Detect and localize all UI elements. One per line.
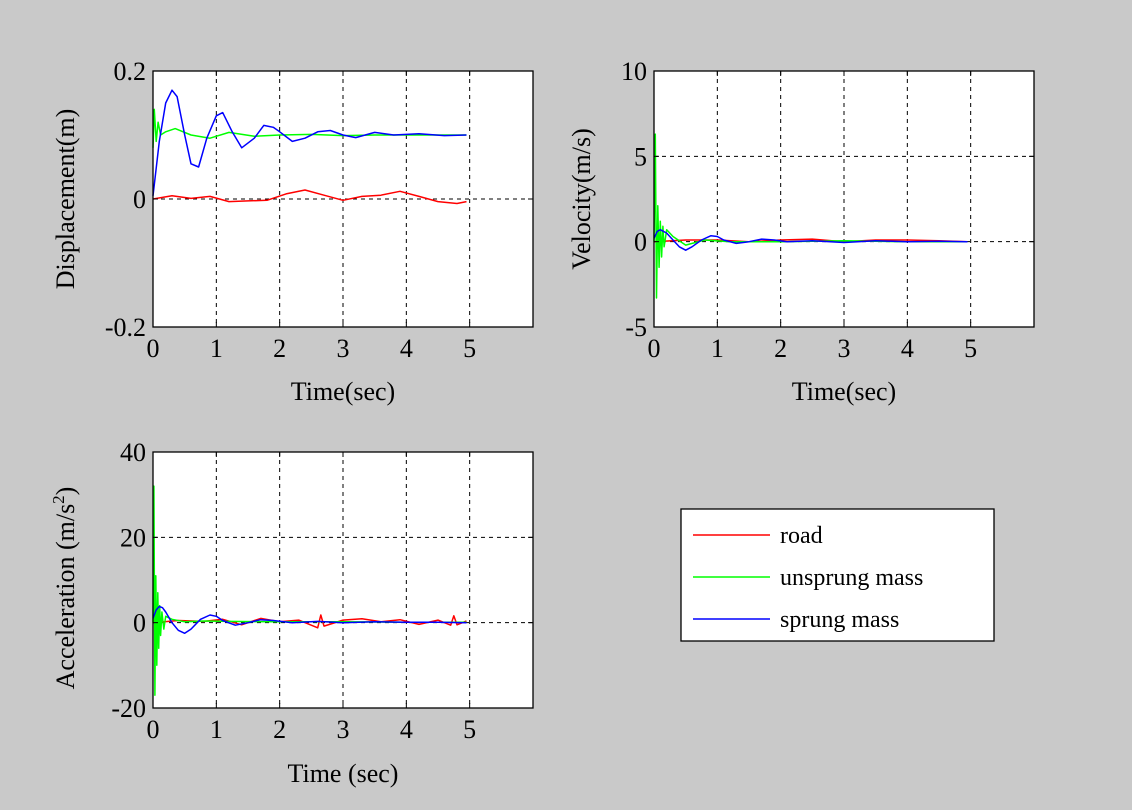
y-tick-label: 0 bbox=[133, 185, 146, 214]
x-tick-label: 5 bbox=[463, 334, 476, 363]
x-tick-label: 2 bbox=[273, 715, 286, 744]
series-lines bbox=[152, 89, 467, 205]
y-tick-label: -5 bbox=[625, 313, 647, 342]
series-sprung-mass bbox=[653, 228, 968, 251]
x-tick-labels: 0 1 2 3 4 5 bbox=[648, 334, 978, 363]
x-tick-labels: 0 1 2 3 4 5 bbox=[147, 715, 477, 744]
x-axis-label: Time(sec) bbox=[792, 377, 896, 406]
x-tick-label: 1 bbox=[711, 334, 724, 363]
x-tick-label: 0 bbox=[147, 715, 160, 744]
grid-lines bbox=[654, 71, 1034, 327]
series-road bbox=[152, 189, 467, 205]
x-axis-label: Time(sec) bbox=[291, 377, 395, 406]
y-tick-label: 40 bbox=[120, 438, 146, 467]
y-tick-labels: -5 0 5 10 bbox=[621, 57, 647, 342]
y-tick-label: -20 bbox=[111, 694, 146, 723]
legend-label-road: road bbox=[780, 523, 823, 549]
y-tick-label: -0.2 bbox=[105, 313, 146, 342]
series-lines bbox=[152, 485, 467, 696]
series-unsprung-mass bbox=[152, 485, 467, 696]
x-tick-label: 1 bbox=[210, 334, 223, 363]
x-tick-label: 4 bbox=[400, 334, 413, 363]
y-axis-label: Displacement(m) bbox=[51, 109, 80, 290]
y-axis-label: Acceleration (m/s2) bbox=[49, 487, 80, 690]
series-sprung-mass bbox=[152, 605, 467, 635]
x-tick-label: 5 bbox=[463, 715, 476, 744]
grid-lines bbox=[153, 452, 533, 708]
x-tick-label: 2 bbox=[273, 334, 286, 363]
y-tick-labels: -20 0 20 40 bbox=[111, 438, 146, 723]
x-tick-labels: 0 1 2 3 4 5 bbox=[147, 334, 477, 363]
x-tick-label: 5 bbox=[964, 334, 977, 363]
y-tick-label: 20 bbox=[120, 523, 146, 552]
series-sprung-mass bbox=[152, 89, 467, 196]
y-tick-label: 5 bbox=[634, 142, 647, 171]
y-tick-labels: -0.2 0 0.2 bbox=[105, 57, 146, 342]
x-tick-label: 4 bbox=[400, 715, 413, 744]
y-axis-label: Velocity(m/s) bbox=[567, 128, 596, 270]
x-tick-label: 3 bbox=[337, 334, 350, 363]
x-tick-label: 4 bbox=[901, 334, 914, 363]
x-tick-label: 0 bbox=[648, 334, 661, 363]
y-tick-label: 0.2 bbox=[114, 57, 147, 86]
legend-label-unsprung-mass: unsprung mass bbox=[780, 565, 923, 591]
x-axis-label: Time (sec) bbox=[288, 759, 399, 788]
series-unsprung-mass bbox=[152, 108, 467, 148]
legend-label-sprung-mass: sprung mass bbox=[780, 607, 899, 633]
grid-lines bbox=[153, 71, 533, 327]
x-tick-label: 3 bbox=[838, 334, 851, 363]
y-tick-label: 0 bbox=[133, 609, 146, 638]
series-lines bbox=[653, 133, 968, 299]
y-tick-label: 0 bbox=[634, 228, 647, 257]
x-tick-label: 0 bbox=[147, 334, 160, 363]
x-tick-label: 1 bbox=[210, 715, 223, 744]
x-tick-label: 2 bbox=[774, 334, 787, 363]
y-tick-label: 10 bbox=[621, 57, 647, 86]
x-tick-label: 3 bbox=[337, 715, 350, 744]
legend: road unsprung mass sprung mass bbox=[680, 508, 995, 642]
